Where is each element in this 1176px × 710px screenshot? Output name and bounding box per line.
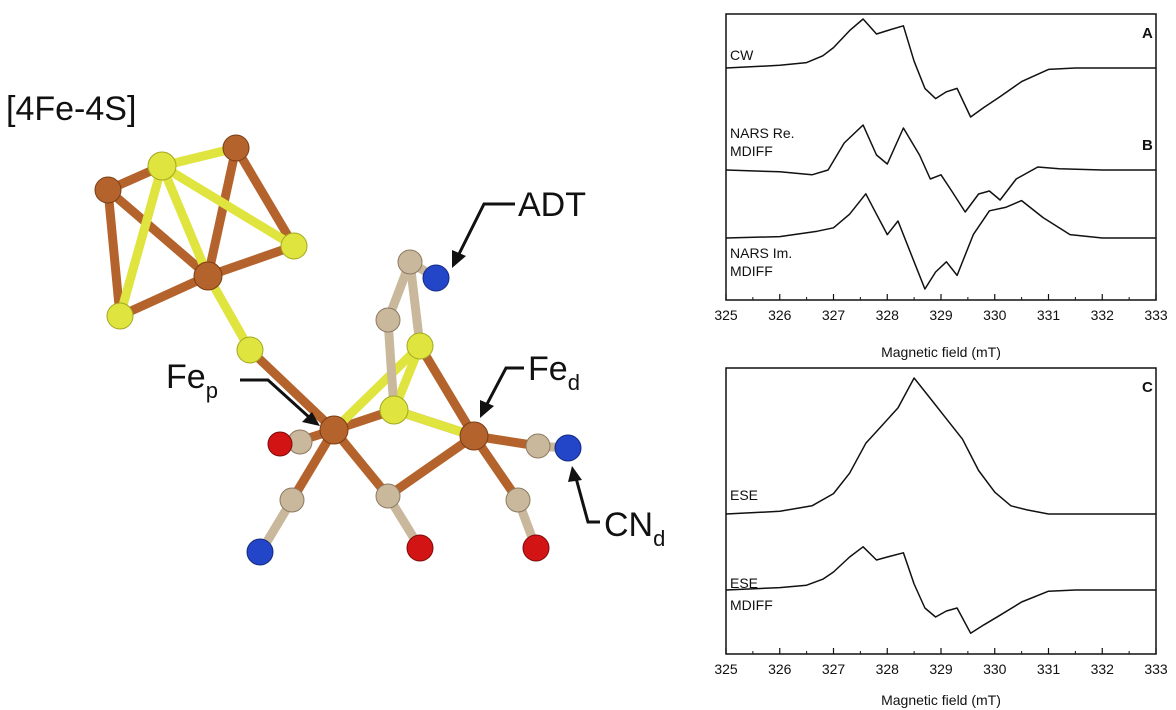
cn-d-arrowhead [568, 466, 582, 482]
fe-d-arrowhead [480, 400, 494, 418]
atom-fe [222, 134, 250, 162]
panel-label-b: B [1142, 137, 1153, 154]
trace-label-ese-mdiff: ESE MDIFF [730, 575, 773, 613]
atom-c [279, 487, 305, 513]
panel-label-a: A [1142, 25, 1153, 42]
atom-c [375, 483, 401, 509]
fe-p-label: Fep [166, 358, 218, 403]
atom-fe-d [459, 421, 489, 451]
trace-label-line: ESE [730, 487, 758, 503]
x-tick-label: 333 [1144, 307, 1168, 323]
atom-c [525, 433, 551, 459]
cluster-label: [4Fe-4S] [6, 90, 136, 128]
fe-d-label: Fed [528, 350, 580, 395]
panel-label-c: C [1142, 379, 1153, 396]
x-tick-label: 326 [768, 661, 792, 677]
fe-p-arrowhead [302, 412, 320, 426]
carbon-atoms [279, 249, 551, 513]
fe-d-arrow [484, 366, 524, 407]
x-tick-label: 332 [1091, 307, 1115, 323]
x-axis-label-c: Magnetic field (mT) [881, 692, 1001, 708]
atom-c [397, 249, 423, 275]
series-line [725, 377, 1156, 515]
iron-atoms [94, 134, 489, 451]
cn-d-arrow [574, 477, 600, 524]
adt-arrowhead [452, 250, 466, 268]
x-tick-label: 328 [876, 307, 900, 323]
atom-o [406, 534, 434, 562]
x-tick-label: 325 [714, 307, 738, 323]
trace-label-line: MDIFF [730, 143, 773, 159]
x-tick-label: 327 [822, 307, 846, 323]
series-line [725, 546, 1156, 634]
x-tick-label: 329 [929, 661, 953, 677]
nitrogen-atoms [246, 264, 582, 566]
atom-n-adt [422, 264, 450, 292]
atom-s [280, 232, 308, 260]
x-tick-label: 327 [822, 661, 846, 677]
trace-label-ese: ESE [730, 487, 758, 503]
trace-label-nars-im: NARS Im. MDIFF [730, 245, 792, 279]
fe-p-arrow [240, 378, 312, 420]
atom-s [236, 336, 264, 364]
atom-n-cn-d [554, 434, 582, 462]
cn-d-label: CNd [604, 506, 665, 551]
atom-c [505, 487, 531, 513]
adt-arrow [456, 202, 515, 257]
series-line [725, 124, 1156, 213]
atom-c [375, 307, 401, 333]
atom-s [406, 332, 434, 360]
x-tick-label: 332 [1091, 661, 1115, 677]
x-tick-label: 331 [1037, 661, 1061, 677]
trace-label-cw: CW [730, 47, 754, 63]
trace-label-line: MDIFF [730, 597, 773, 613]
atom-o [267, 431, 293, 457]
atom-fe-p [319, 415, 349, 445]
x-axis-c: 325 326 327 328 329 330 331 332 333 [714, 648, 1168, 677]
sulfur-atoms [106, 151, 434, 425]
atom-o [522, 534, 550, 562]
trace-label-line: MDIFF [730, 263, 773, 279]
atom-s [379, 395, 409, 425]
trace-label-nars-re: NARS Re. MDIFF [730, 125, 795, 159]
series-group-c [725, 377, 1156, 634]
atom-s [147, 151, 177, 181]
trace-label-line: NARS Im. [730, 245, 792, 261]
spectra-panel-ab: A B CW NARS Re. MDIFF NARS Im. MDIFF 325 32… [714, 13, 1168, 360]
x-tick-label: 325 [714, 661, 738, 677]
atom-s [106, 302, 134, 330]
x-axis-ab: 325 326 327 328 329 330 331 332 333 [714, 294, 1168, 323]
trace-label-line: ESE [730, 575, 758, 591]
series-line [725, 193, 1156, 290]
x-tick-label: 331 [1037, 307, 1061, 323]
atom-fe [193, 261, 223, 291]
series-line [725, 18, 1156, 118]
trace-label-line: NARS Re. [730, 125, 795, 141]
spectra-panel-c: C ESE ESE MDIFF 325 326 327 328 329 330 331 332 3… [714, 367, 1168, 708]
atom-fe [94, 176, 122, 204]
x-tick-label: 329 [929, 307, 953, 323]
oxygen-atoms [267, 431, 550, 562]
atom-n [246, 538, 274, 566]
series-group-ab [725, 18, 1156, 290]
x-tick-label: 330 [983, 307, 1007, 323]
x-tick-label: 328 [876, 661, 900, 677]
trace-label-line: CW [730, 47, 754, 63]
x-tick-label: 333 [1144, 661, 1168, 677]
molecular-structure: [4Fe-4S] ADT Fep Fed CNd [6, 90, 665, 566]
adt-label: ADT [518, 186, 586, 224]
x-tick-label: 330 [983, 661, 1007, 677]
x-axis-label-ab: Magnetic field (mT) [881, 344, 1001, 360]
x-tick-label: 326 [768, 307, 792, 323]
